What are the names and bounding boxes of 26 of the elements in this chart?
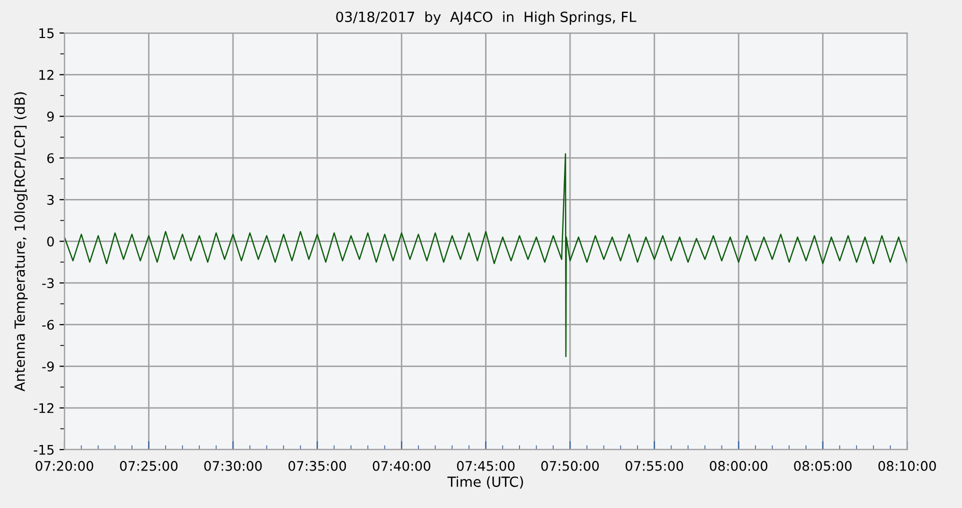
x-tick-label: 07:25:00 [120,460,178,471]
x-tick-label: 07:45:00 [457,460,515,471]
y-tick-label: 3 [47,194,54,205]
x-tick-label: 07:20:00 [36,460,94,471]
x-tick-label: 07:50:00 [541,460,599,471]
y-tick-label: -3 [42,278,54,288]
y-tick-label: 0 [47,236,54,246]
chart-title: 03/18/2017 by AJ4CO in High Springs, FL [336,11,636,25]
y-tick-label: 6 [47,153,54,164]
x-tick-label: 07:35:00 [288,460,346,471]
y-tick-label: -9 [42,361,54,372]
y-axis-title: Antenna Temperature, 10log[RCP/LCP] (dB) [14,92,28,392]
y-tick-label: -12 [34,403,54,413]
y-tick-label: -6 [42,320,54,330]
x-tick-label: 07:40:00 [372,460,430,471]
y-tick-label: -15 [34,444,54,455]
y-tick-label: 9 [47,112,54,122]
x-tick-label: 07:30:00 [204,460,262,471]
x-tick-label: 08:10:00 [878,460,936,471]
line-series [64,153,908,358]
y-tick-label: 15 [39,28,54,38]
x-tick-label: 07:55:00 [626,460,684,471]
y-tick-label: 12 [39,70,54,80]
x-tick-label: 08:00:00 [710,460,768,471]
x-tick-label: 08:05:00 [794,460,852,471]
x-axis-title: Time (UTC) [447,476,523,489]
